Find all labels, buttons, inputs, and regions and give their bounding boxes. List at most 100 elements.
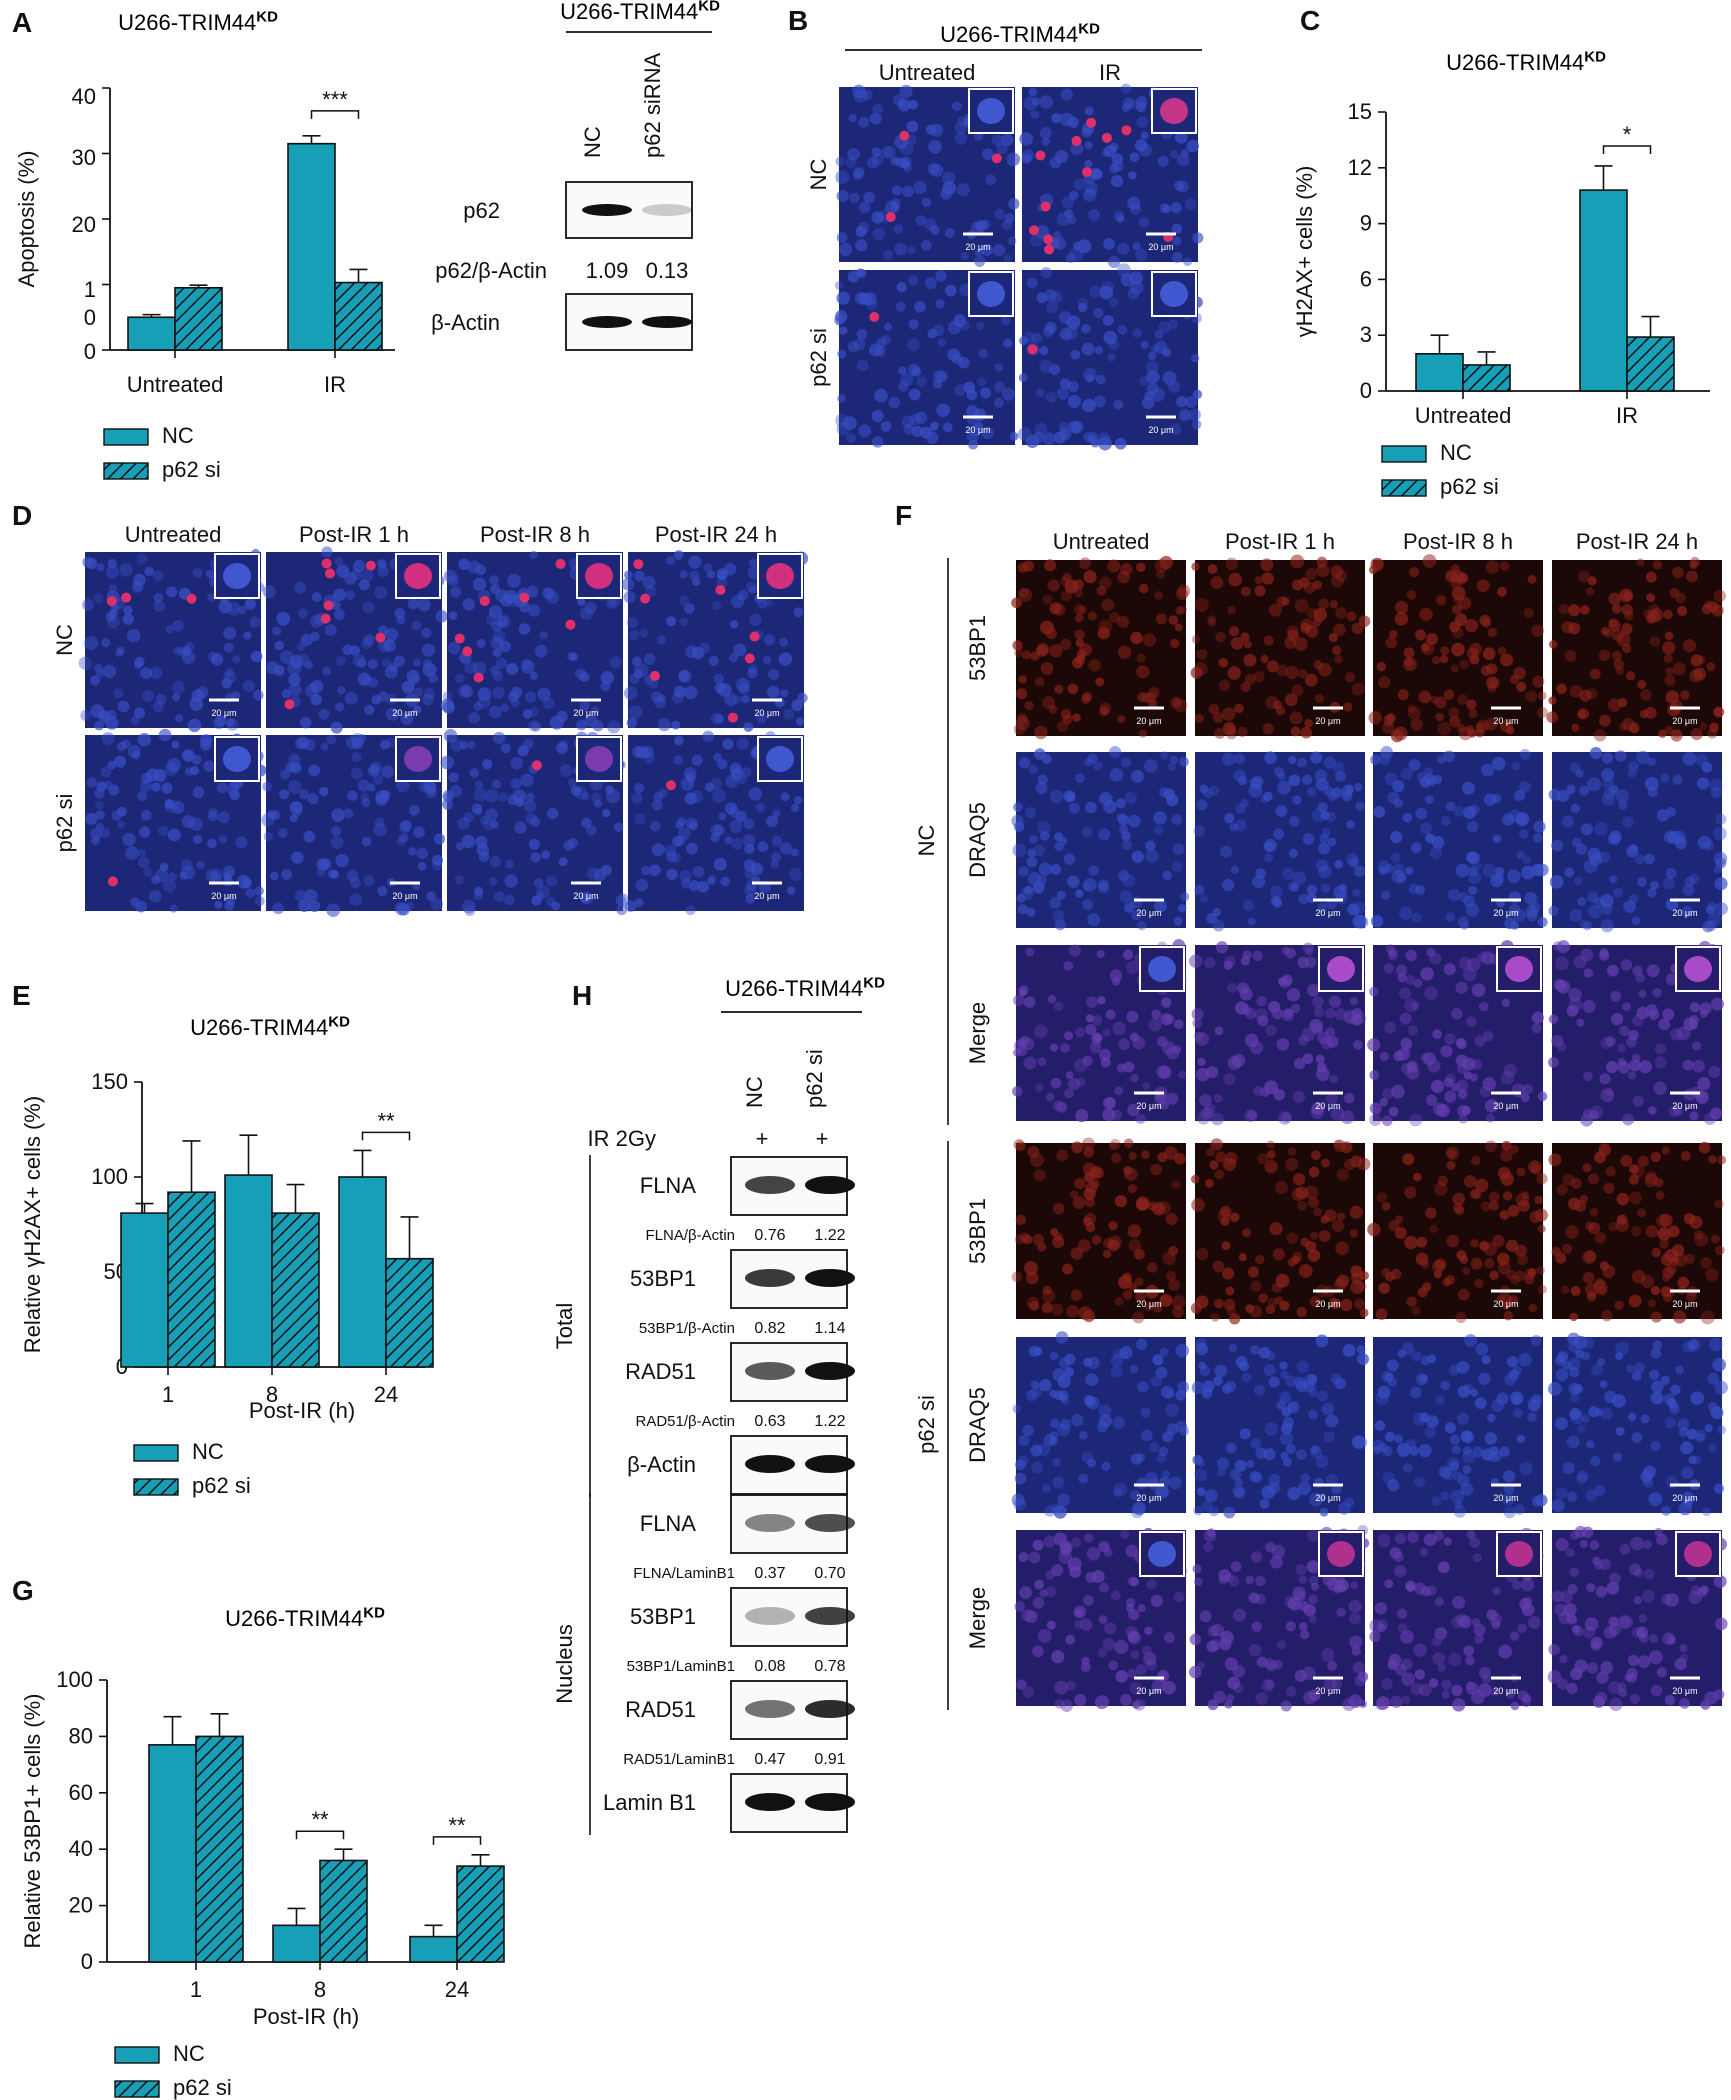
nucleus <box>1369 1113 1382 1126</box>
nucleus <box>1295 1449 1307 1460</box>
foci-cell <box>106 596 117 607</box>
nucleus <box>1650 1684 1663 1697</box>
nucleus <box>488 705 502 719</box>
nucleus <box>590 705 600 715</box>
nucleus <box>1098 436 1113 451</box>
significance-bracket <box>432 1836 482 1845</box>
nucleus <box>1120 83 1132 95</box>
nucleus <box>1083 1146 1095 1158</box>
nucleus <box>881 334 891 345</box>
nucleus <box>1614 1341 1629 1356</box>
panel-f-micrograph: 20 μm <box>1191 1334 1369 1519</box>
nucleus <box>1147 1262 1158 1273</box>
nucleus <box>1280 1700 1292 1712</box>
nucleus <box>1287 1147 1297 1156</box>
inset-nucleus <box>1684 1541 1712 1567</box>
nucleus <box>1495 866 1505 876</box>
nucleus <box>1198 1361 1207 1370</box>
nucleus <box>1268 1473 1281 1486</box>
nucleus <box>1484 1258 1495 1269</box>
nucleus <box>1609 784 1619 795</box>
nucleus <box>1027 1145 1040 1158</box>
nucleus <box>1252 875 1266 889</box>
blot-h-band <box>805 1793 855 1811</box>
blot-h-band-label: 53BP1 <box>630 1266 696 1291</box>
nucleus <box>1330 565 1344 578</box>
nucleus <box>500 743 511 754</box>
nucleus <box>766 815 779 828</box>
panel-f-micrograph: 20 μm <box>1011 1137 1186 1324</box>
nucleus <box>1650 1348 1662 1359</box>
nucleus <box>710 824 723 837</box>
nucleus <box>1268 1482 1280 1495</box>
panel-d-col-label: Post-IR 24 h <box>655 522 777 547</box>
nucleus <box>855 226 867 238</box>
nucleus <box>1672 566 1684 579</box>
nucleus <box>1075 654 1086 665</box>
nucleus <box>927 163 940 175</box>
nucleus <box>1125 1603 1135 1612</box>
nucleus <box>1230 1468 1241 1480</box>
nucleus <box>1292 1251 1303 1262</box>
nucleus <box>469 768 480 778</box>
nucleus <box>1367 1222 1381 1237</box>
scale-bar-label: 20 μm <box>1136 1686 1161 1696</box>
nucleus <box>1034 725 1048 740</box>
nucleus <box>1210 1312 1220 1322</box>
nucleus <box>1463 1174 1477 1188</box>
nucleus <box>1039 345 1049 356</box>
nucleus <box>1375 1391 1390 1406</box>
nucleus <box>1249 1470 1262 1483</box>
nucleus <box>1063 853 1076 865</box>
nucleus <box>489 820 499 829</box>
nucleus <box>1321 1648 1335 1662</box>
nucleus <box>412 658 422 667</box>
nucleus <box>871 211 884 224</box>
nucleus <box>1662 1632 1675 1645</box>
nucleus <box>1291 684 1304 697</box>
nucleus <box>1636 558 1645 567</box>
legend-swatch-p62si <box>114 2080 160 2098</box>
nucleus <box>1249 776 1263 790</box>
nucleus <box>1702 920 1714 933</box>
nucleus <box>755 802 765 812</box>
nucleus <box>1053 1001 1064 1012</box>
nucleus <box>1053 236 1066 250</box>
nucleus <box>634 663 649 678</box>
nucleus <box>1091 1015 1103 1026</box>
blot-a-lane-label: NC <box>580 126 605 158</box>
nucleus <box>349 877 361 889</box>
nucleus <box>1629 1059 1641 1072</box>
nucleus <box>1566 1435 1580 1449</box>
nucleus <box>650 820 661 832</box>
nucleus <box>743 722 754 732</box>
nucleus <box>1482 619 1491 628</box>
nucleus <box>1669 1404 1680 1415</box>
nucleus <box>484 808 499 822</box>
nucleus <box>1511 1580 1522 1590</box>
panel-f-group-label: NC <box>914 825 939 857</box>
nucleus <box>1214 727 1226 739</box>
y-axis-title: γH2AX+ cells (%) <box>1292 166 1317 338</box>
nucleus <box>272 626 282 636</box>
nucleus <box>900 373 914 387</box>
nucleus <box>1582 1271 1595 1284</box>
nucleus <box>1391 869 1406 884</box>
blot-h-treatment-value: + <box>816 1126 829 1151</box>
nucleus <box>545 875 558 887</box>
nucleus <box>1490 1687 1500 1697</box>
nucleus <box>1191 1381 1205 1395</box>
nucleus <box>1664 1248 1679 1263</box>
nucleus <box>1567 1583 1578 1595</box>
nucleus <box>1135 1664 1147 1676</box>
nucleus <box>1346 820 1355 829</box>
nucleus <box>291 806 302 818</box>
nucleus <box>1192 1454 1203 1465</box>
nucleus <box>1713 826 1727 841</box>
nucleus <box>1110 1109 1122 1121</box>
foci-cell <box>186 593 197 604</box>
nucleus <box>458 558 470 571</box>
nucleus <box>1529 1210 1542 1224</box>
nucleus <box>1606 1581 1620 1595</box>
nucleus <box>932 324 945 337</box>
